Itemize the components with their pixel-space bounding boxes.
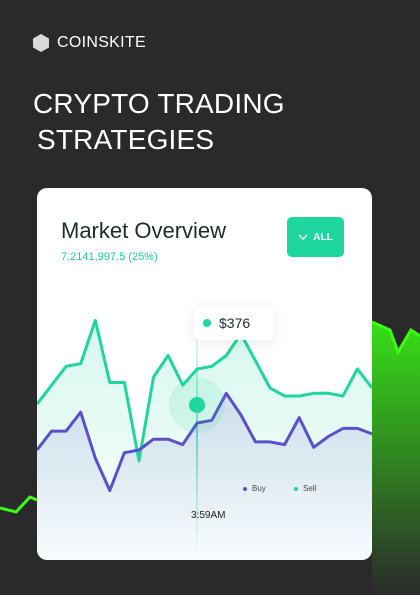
headline-line-2: STRATEGIES xyxy=(37,124,215,155)
price-tooltip: $376 xyxy=(194,306,274,340)
chart-time-label: 3:59AM xyxy=(191,510,226,521)
filter-all-button[interactable]: ALL xyxy=(287,217,344,257)
page-headline: CRYPTO TRADING STRATEGIES xyxy=(33,86,285,158)
legend-buy-label: Buy xyxy=(252,484,266,493)
filter-all-label: ALL xyxy=(313,231,333,243)
legend-sell-label: Sell xyxy=(303,484,317,493)
brand-name: COINSKITE xyxy=(57,34,146,51)
active-point[interactable] xyxy=(189,397,205,413)
tooltip-value: $376 xyxy=(219,315,251,331)
legend-buy: Buy xyxy=(243,484,266,493)
buy-series-line xyxy=(37,391,372,492)
buy-series-area xyxy=(37,393,372,560)
hexagon-icon xyxy=(33,34,49,52)
card-title: Market Overview xyxy=(61,218,227,243)
market-change-value: 7.2141,997.5 (25%) xyxy=(61,251,158,263)
legend-sell-dot xyxy=(294,486,298,491)
headline-line-1: CRYPTO TRADING xyxy=(33,88,285,119)
market-overview-card: Market Overview 7.2141,997.5 (25%) ALL $… xyxy=(37,188,372,560)
legend-sell: Sell xyxy=(294,484,316,493)
legend-buy-dot xyxy=(243,486,247,491)
chevron-down-icon xyxy=(298,234,308,241)
brand: COINSKITE xyxy=(33,34,146,52)
tooltip-dot xyxy=(203,319,211,327)
sell-series-line xyxy=(37,318,372,463)
market-chart xyxy=(37,308,372,560)
